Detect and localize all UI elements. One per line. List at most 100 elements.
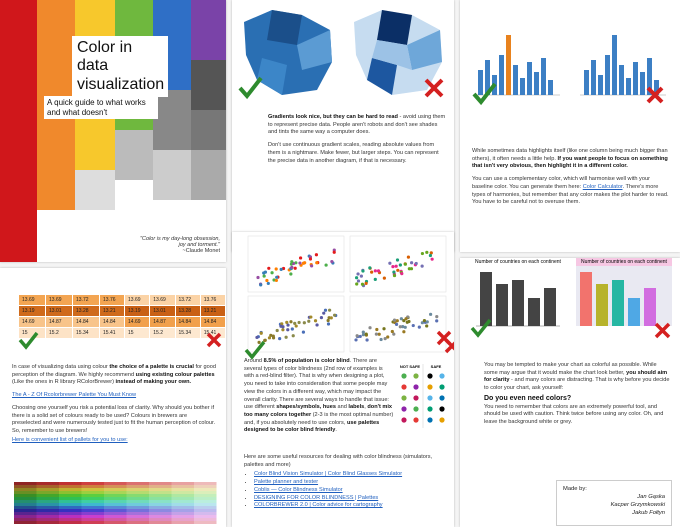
palette-swatch [126,506,149,509]
scatter-dot [392,332,396,336]
resource-link[interactable]: Color Blind Vision Simulator | Color Bli… [254,471,403,478]
palette-swatch [14,521,37,524]
scatter-dot [404,317,408,321]
paragraph: Gradients look nice, but they can be har… [268,114,448,137]
scatter-dot [420,321,424,325]
scatter-dot [291,334,295,338]
scatter-dot [411,323,415,328]
palette-swatch [81,491,104,494]
palette-swatch [59,482,82,485]
author: Jan Gąska [637,494,665,500]
swatch-dot [401,417,407,423]
table-cell: 15.34 [72,327,100,339]
palette-marks [14,331,222,524]
paragraph: Here is convenient list of pallets for y… [12,437,217,445]
highlight-charts [472,35,666,106]
scatter-dot [425,324,429,328]
scatter-dot [388,261,392,265]
palette-swatch [36,485,59,488]
table-row: 14.69 14.87 14.84 14.84 [123,316,227,328]
scatter-dot [398,325,402,329]
scatter-dot [395,319,399,323]
text: . There's more types of harmonies, but r… [472,183,669,206]
palette-swatch [81,497,104,500]
resource-link[interactable]: COLORBREWER 2.0 | Color advice for carto… [254,502,383,509]
palette-swatch [104,500,127,503]
scatter-dot [406,255,411,259]
palette-swatch [36,500,59,503]
quote: "Color is my day-long obsession, joy and… [140,236,220,254]
palette-swatch [81,515,104,518]
palette-swatch [149,488,172,491]
colorblind-panel: Around 8.5% of population is color blind… [232,232,454,527]
scatter-dot [392,273,397,278]
scatter-dot [364,281,368,285]
scatter-dot [259,283,263,287]
scatter-dot [279,267,283,271]
resource-link[interactable]: Palette planner and tester [254,479,319,486]
scatter-dot [361,333,366,337]
palette-swatch [59,488,82,491]
swatch-dot [401,373,407,379]
link[interactable]: Color Calculator [582,183,623,190]
link[interactable]: Here is convenient list of pallets for y… [12,436,128,443]
credits-label: Made by: [563,486,587,492]
table-header: SAFE [431,364,442,369]
paragraph: Choosing one yourself you risk a potenti… [12,405,217,436]
link[interactable]: The A - Z Of Rcolorbrewer Palette You Mu… [12,392,137,399]
scatter-dot [377,332,381,336]
scatter-dot [278,337,282,341]
scatter-dot [326,318,330,323]
swatch-dot [439,417,445,423]
table-row: 15 15.2 15.34 15.41 [18,327,127,339]
scatter-dot [359,274,363,278]
text: , [364,404,368,411]
palette-swatch [14,485,37,488]
resource-item: Palette planner and tester [254,479,444,487]
resource-link[interactable]: DESIGNING FOR COLOR BLINDNESS | Palettes [254,494,379,501]
scatter-dot [395,258,400,262]
palette-swatch [36,491,59,494]
palette-swatch [149,494,172,497]
scatter-dot [373,269,377,273]
palette-swatch [171,521,194,524]
resource-link[interactable]: Coblis — Color Blindness Simulator [254,486,343,493]
palette-swatch [104,497,127,500]
palette-swatch [194,515,217,518]
scatter-dot [420,251,425,256]
table-row: 13.69 13.69 13.72 13.76 [18,294,127,306]
palette-swatch [81,488,104,491]
scatter-dot [302,321,306,325]
gradients-panel: Gradients look nice, but they can be har… [232,0,454,252]
scatter-dot [407,267,411,271]
scatter-dot [263,338,267,342]
scatter-dot [396,268,400,272]
scatter-dot [398,263,402,267]
palette-swatch [81,500,104,503]
palette-swatch [126,503,149,506]
title: Color in data visualization [72,36,168,98]
paragraph: You need to remember that colors are an … [484,403,664,425]
gradients-text: Gradients look nice, but they can be har… [268,114,448,170]
table-cell: 15 [123,327,151,339]
scatter-dot [332,313,337,317]
chart-title: Number of countries on each continent [581,259,667,265]
scatter-dot [403,325,407,329]
palette-swatch [194,506,217,509]
palette-swatch [104,509,127,512]
scatter-dot [281,328,285,332]
palette-swatch [81,512,104,515]
palette-swatch [81,485,104,488]
table-row: 13.69 13.69 13.72 13.76 [123,294,227,306]
clarity-charts: Number of countries on each continent Nu… [470,258,672,339]
scatter-dot [309,315,313,319]
bold-text: labels [348,404,365,411]
table-header: NOT SAFE [400,364,421,369]
scatter-dot [394,264,398,268]
palette-swatch [81,518,104,521]
palette-swatch [36,518,59,521]
palette-swatch [194,497,217,500]
palette-swatch [36,509,59,512]
palette-swatch [81,482,104,485]
palette-swatch [149,512,172,515]
